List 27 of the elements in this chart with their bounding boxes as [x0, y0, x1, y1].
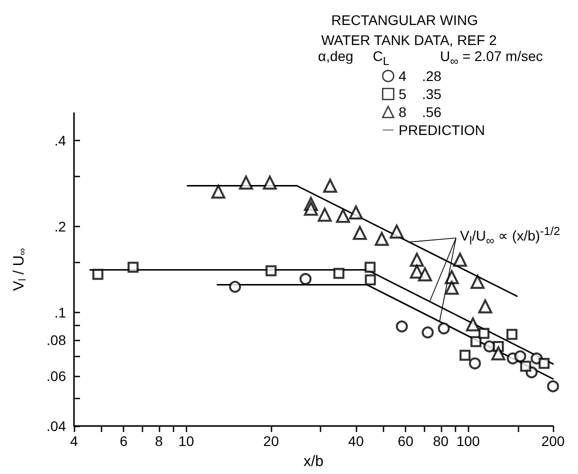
legend-title: α,deg C$_{L}$: [318, 48, 390, 68]
y-tick-label: .04: [46, 418, 66, 434]
x-tick-label: 200: [541, 433, 565, 449]
x-axis-title: x/b: [303, 453, 324, 470]
y-tick-label: .06: [46, 368, 66, 384]
y-tick-label: .4: [54, 132, 66, 149]
x-tick-label: 20: [263, 433, 280, 449]
x-tick-label: 60: [398, 433, 414, 449]
x-tick-label: 10: [178, 433, 194, 449]
legend-label: PREDICTION: [398, 122, 486, 138]
legend-label: 5 .35: [398, 86, 442, 102]
y-tick-label: .2: [54, 218, 66, 235]
chart-subtitle: WATER TANK DATA, REF 2: [321, 32, 497, 48]
text: U$_{∞}$ = 2.07 m/sec: [440, 48, 543, 68]
x-tick-label: 100: [456, 433, 480, 449]
x-tick-label: 80: [433, 433, 449, 449]
y-tick-label: .1: [54, 304, 66, 320]
y-tick-label: .08: [46, 332, 66, 348]
legend-label: 8 .56: [398, 104, 442, 120]
x-tick-label: 8: [154, 433, 163, 449]
y-axis-title: Vl / U∞: [10, 248, 28, 291]
x-tick-label: 4: [70, 433, 78, 449]
legend-label: 4 .28: [398, 68, 442, 84]
x-tick-label: 6: [120, 433, 128, 449]
x-tick-label: 40: [348, 433, 364, 449]
chart-title: RECTANGULAR WING: [331, 12, 478, 28]
annotation: V$_{l}$/U$_{∞}$ ∝ (x/b)$^{-1/2}$: [460, 225, 560, 248]
